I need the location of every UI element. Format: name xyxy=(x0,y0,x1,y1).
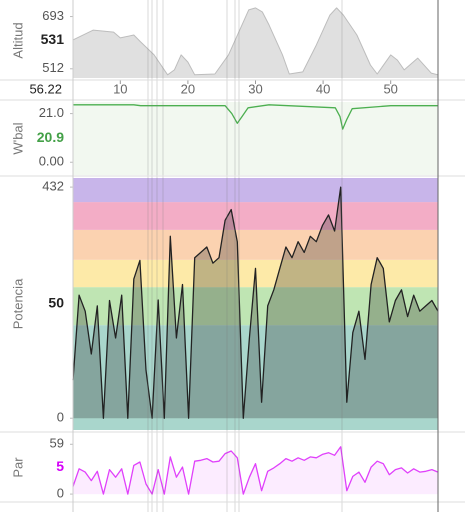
y-axis-label: Par xyxy=(10,457,25,478)
y-tick-label: 21.0 xyxy=(39,105,64,120)
current-value: 5 xyxy=(56,458,64,474)
y-tick-label: 693 xyxy=(42,8,64,23)
y-tick-label: 0.00 xyxy=(39,154,64,169)
x-tick-label: 50 xyxy=(383,81,397,96)
zone-band xyxy=(73,325,438,430)
y-tick-label: 0 xyxy=(57,410,64,425)
zone-band xyxy=(73,229,438,260)
y-tick-label: 0 xyxy=(57,485,64,500)
x-tick-label: 40 xyxy=(316,81,330,96)
y-tick-label: 512 xyxy=(42,60,64,75)
area-fill xyxy=(73,187,438,419)
current-value: 20.9 xyxy=(37,129,64,145)
y-axis-label: Potencia xyxy=(10,278,25,329)
data-line xyxy=(73,104,438,130)
data-line xyxy=(72,186,439,419)
x-tick-label: 10 xyxy=(113,81,127,96)
data-line xyxy=(72,446,439,495)
x-tick-label: 30 xyxy=(248,81,262,96)
area-fill xyxy=(73,7,438,78)
current-value: 50 xyxy=(48,295,64,311)
x-tick-label: 20 xyxy=(181,81,195,96)
plot-background xyxy=(73,102,438,175)
y-axis-label: W'bal xyxy=(10,122,25,154)
current-value: 531 xyxy=(41,31,65,47)
area-fill xyxy=(73,446,438,495)
y-tick-label: 432 xyxy=(42,179,64,194)
data-line xyxy=(72,7,439,76)
y-axis-label: Altitud xyxy=(10,22,25,58)
zone-band xyxy=(73,178,438,203)
zone-band xyxy=(73,287,438,326)
zone-band xyxy=(73,202,438,230)
y-tick-label: 59 xyxy=(50,436,64,451)
cursor-label: 56.22 xyxy=(29,81,62,96)
